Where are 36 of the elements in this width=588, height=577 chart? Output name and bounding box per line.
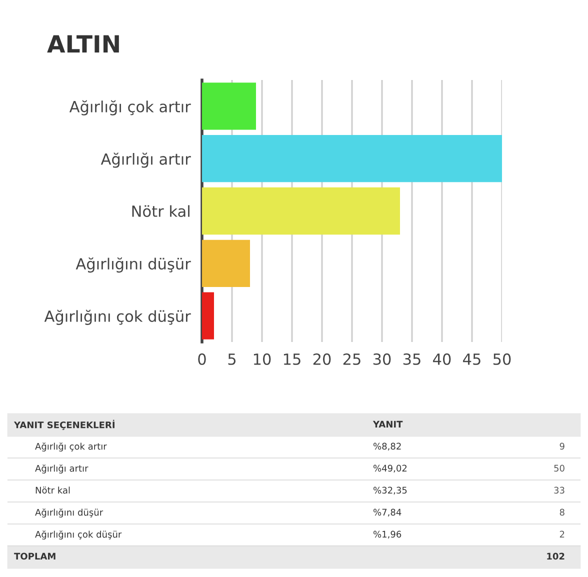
y-tick-label: Ağırlığını düşür xyxy=(76,257,191,273)
category-label: Nötr kal xyxy=(36,486,70,494)
y-tick-label: Nötr kal xyxy=(132,205,190,218)
text: 50 xyxy=(554,464,564,472)
x-tick-label: 30 xyxy=(373,353,391,365)
text: %7,84 xyxy=(374,508,402,517)
text: 8 xyxy=(560,508,564,516)
x-tick-label: 50 xyxy=(493,353,511,365)
x-tick-label: 35 xyxy=(403,353,420,365)
x-tick-label: 25 xyxy=(343,353,360,365)
category-label: Ağırlığı artır xyxy=(35,464,88,474)
x-tick-label: 45 xyxy=(463,354,480,365)
text: 9 xyxy=(560,442,564,450)
chart-title: ALTIN xyxy=(47,35,119,53)
x-tick-label: 10 xyxy=(254,353,271,365)
x-tick-label: 20 xyxy=(313,353,331,365)
text: YANIT xyxy=(372,420,403,428)
y-tick-label: Ağırlığını çok düşür xyxy=(44,310,191,325)
y-tick-label: Ağırlığı artır xyxy=(100,152,191,168)
text: TOPLAM xyxy=(14,552,56,560)
text: %32,35 xyxy=(374,486,407,495)
text: 2 xyxy=(560,530,564,538)
category-label: Ağırlığı çok artır xyxy=(35,442,107,452)
x-tick-label: 40 xyxy=(433,353,451,365)
x-tick-label: 0 xyxy=(198,353,206,365)
text: %1,96 xyxy=(374,530,402,539)
category-label: Ağırlığını düşür xyxy=(35,508,104,518)
x-tick-label: 15 xyxy=(284,354,300,365)
text: 33 xyxy=(554,486,564,494)
text: YANIT SEÇENEKLERİ xyxy=(14,420,114,430)
x-tick-label: 5 xyxy=(228,354,236,365)
category-label: Ağırlığını çok düşür xyxy=(35,530,122,540)
text: 102 xyxy=(547,552,564,560)
y-tick-label: Ağırlığı çok artır xyxy=(69,100,191,116)
text: %49,02 xyxy=(374,464,407,473)
text: %8,82 xyxy=(374,442,401,451)
